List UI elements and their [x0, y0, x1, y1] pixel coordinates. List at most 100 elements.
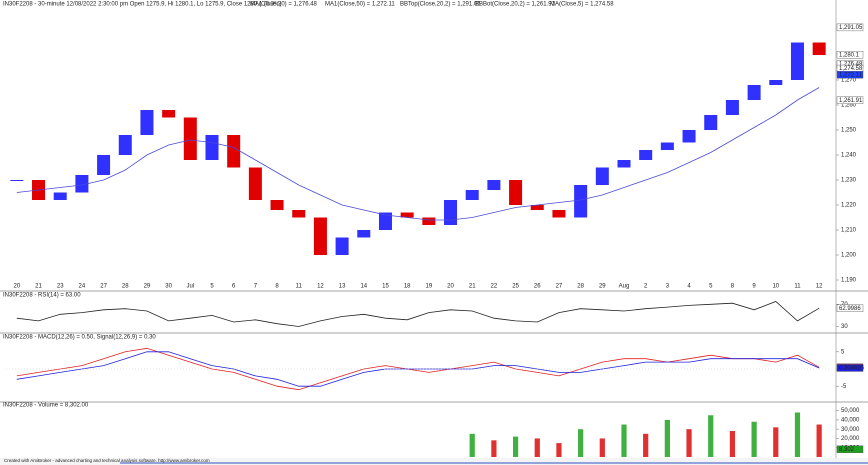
candle [790, 42, 804, 80]
volume-bar [729, 431, 736, 457]
candle [292, 210, 306, 218]
x-tick-label: 29 [144, 284, 151, 290]
candle [812, 42, 826, 55]
volume-bar [773, 427, 779, 457]
candle [704, 115, 718, 130]
x-tick-label: 6 [232, 284, 236, 290]
volume-bar [751, 421, 757, 457]
panel-title: IN30F2208 - RSI(14) = 63.00 [3, 293, 81, 299]
candle [53, 192, 67, 200]
y-tick-label: 1,200 [841, 253, 857, 259]
y-tick-label: 1,250 [841, 128, 857, 134]
y-tick-label: 1,240 [841, 153, 857, 159]
series-line [16, 301, 820, 327]
volume-bar [664, 419, 670, 457]
x-tick-label: 27 [556, 284, 563, 290]
legend-item: MA(Close,20) = 1,276.48 [250, 2, 318, 8]
candle [747, 85, 761, 100]
legend-item: BBBot(Close,20,2) = 1,261.91 [475, 2, 556, 8]
value-box-label: 1,291.05 [839, 25, 863, 31]
y-tick-label: 1,260 [841, 103, 857, 109]
x-tick-label: 21 [35, 284, 42, 290]
candle [75, 175, 89, 193]
candle [487, 180, 501, 190]
x-tick-label: 23 [57, 284, 64, 290]
y-tick-label: 50,000 [841, 408, 860, 414]
value-box-label: 0.304605 [839, 366, 865, 372]
x-tick-label: 26 [534, 284, 541, 290]
volume-bar [556, 443, 562, 457]
candle [10, 180, 24, 181]
value-box [836, 23, 864, 32]
x-tick-label: 18 [404, 284, 411, 290]
y-tick-label: -5 [841, 384, 847, 390]
y-tick-label: 30,000 [841, 427, 860, 433]
legend-item: MA(Close,5) = 1,274.58 [550, 2, 614, 8]
candle [617, 160, 631, 168]
x-tick-label: Aug [619, 284, 630, 290]
y-tick-label: 1,230 [841, 178, 857, 184]
legend-item: MA1(Close,50) = 1,272.11 [325, 2, 395, 8]
x-tick-label: 4 [687, 284, 691, 290]
value-box [836, 445, 864, 454]
candle [444, 200, 458, 225]
x-tick-label: 25 [512, 284, 519, 290]
candle [357, 230, 371, 238]
x-tick-label: 3 [666, 284, 670, 290]
candle [660, 142, 674, 150]
y-tick-label: 1,220 [841, 203, 857, 209]
candle [509, 180, 523, 205]
x-tick-label: 12 [317, 284, 324, 290]
x-tick-label: 28 [122, 284, 129, 290]
value-box [836, 304, 864, 312]
x-tick-label: 8 [275, 284, 279, 290]
x-tick-label: 19 [425, 284, 432, 290]
volume-bar [512, 436, 519, 457]
x-tick-label: 12 [816, 284, 823, 290]
x-tick-label: 29 [599, 284, 606, 290]
x-tick-label: 5 [210, 284, 214, 290]
x-tick-label: 10 [772, 284, 779, 290]
candle [769, 80, 783, 85]
value-box-label: 8,302 [839, 447, 855, 453]
candle [248, 167, 262, 200]
value-box-label: 1,261.91 [839, 98, 863, 104]
x-tick-label: 24 [79, 284, 86, 290]
volume-bar [621, 424, 627, 457]
x-tick-label: 21 [469, 284, 476, 290]
x-tick-label: 11 [794, 284, 801, 290]
volume-bar [534, 438, 540, 457]
candle [270, 200, 284, 210]
candle [530, 205, 544, 210]
value-box-label: 1,274.58 [839, 66, 863, 72]
volume-bar [469, 433, 475, 457]
value-box [836, 71, 864, 79]
y-tick-label: 5 [841, 349, 845, 355]
volume-bar [686, 429, 692, 457]
x-tick-label: 30 [165, 284, 172, 290]
x-tick-label: 22 [491, 284, 498, 290]
x-tick-label: 9 [752, 284, 756, 290]
volume-bar [599, 438, 605, 457]
candle [313, 217, 327, 255]
x-tick-label: 20 [447, 284, 454, 290]
candle [595, 167, 609, 185]
candle [422, 217, 436, 225]
candle [97, 155, 111, 175]
panel-title: IN30F2208 - 30-minute 12/08/2022 2:30:00… [3, 2, 282, 8]
volume-bar [708, 415, 714, 457]
x-tick-label: 15 [382, 284, 389, 290]
series-line [16, 347, 820, 391]
x-tick-label: 5 [709, 284, 713, 290]
volume-bar [643, 433, 649, 457]
y-tick-label: 30 [841, 324, 848, 330]
candle [682, 130, 696, 143]
x-tick-label: 20 [13, 284, 20, 290]
footer: Created with AmiBroker - advanced charti… [4, 458, 210, 463]
candle [205, 135, 219, 160]
candle [335, 237, 349, 255]
value-box [836, 96, 864, 104]
value-box [836, 364, 864, 372]
candle [725, 100, 739, 115]
